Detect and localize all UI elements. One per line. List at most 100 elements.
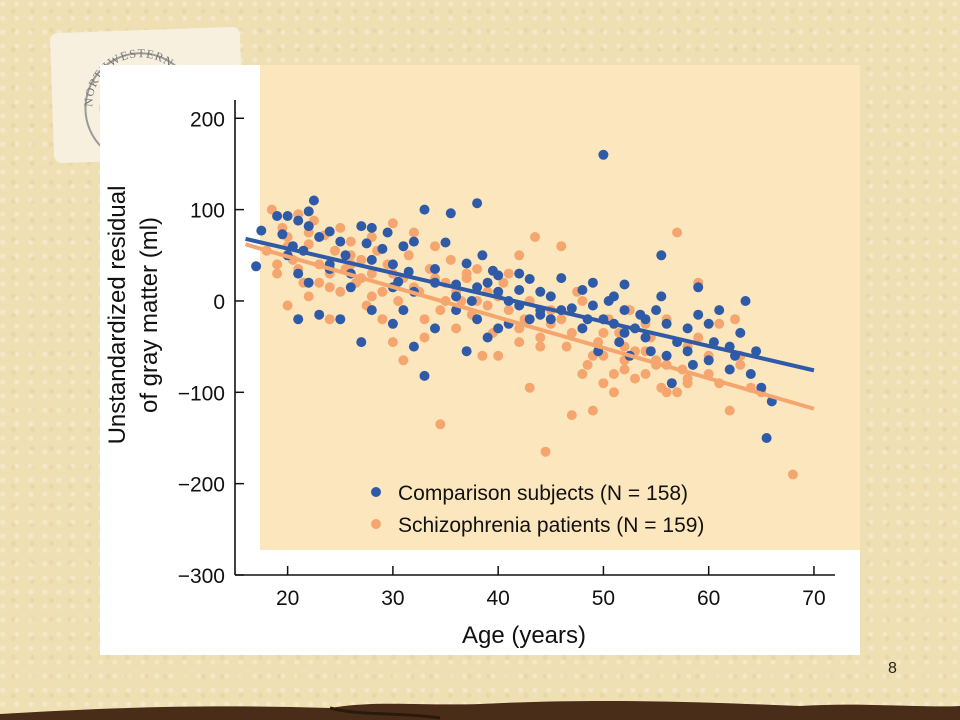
comparison-point [577, 285, 588, 295]
legend-marker-comparison [371, 487, 381, 497]
comparison-point [545, 291, 556, 302]
comparison-point [687, 359, 698, 370]
schizophrenia-point [387, 218, 398, 229]
comparison-point [303, 221, 314, 232]
y-axis-title-line-2: of gray matter (ml) [136, 217, 163, 413]
comparison-point [366, 305, 377, 316]
x-tick-label: 40 [486, 587, 509, 610]
comparison-point [556, 273, 567, 284]
comparison-point [619, 279, 630, 290]
comparison-point [303, 277, 314, 288]
comparison-point [493, 270, 504, 281]
schizophrenia-point [598, 378, 609, 389]
schizophrenia-point [366, 291, 377, 302]
schizophrenia-point [324, 314, 335, 325]
comparison-point [324, 226, 335, 237]
comparison-point [535, 286, 546, 297]
x-tick-label: 20 [276, 587, 299, 610]
comparison-point [640, 332, 651, 343]
schizophrenia-point [556, 241, 567, 252]
comparison-point [314, 232, 325, 242]
schizophrenia-point [430, 241, 440, 252]
comparison-point [682, 346, 693, 357]
comparison-point [619, 327, 630, 338]
comparison-point [587, 300, 598, 311]
schizophrenia-fit-line [244, 242, 815, 411]
comparison-point [335, 314, 346, 325]
schizophrenia-point [503, 305, 514, 316]
comparison-point [293, 268, 304, 279]
schizophrenia-point [640, 369, 651, 379]
schizophrenia-point [461, 268, 472, 279]
comparison-point [408, 341, 419, 352]
legend-marker-schizophrenia [371, 519, 381, 529]
comparison-point [514, 268, 525, 279]
schizophrenia-point [419, 332, 430, 343]
schizophrenia-point [482, 300, 493, 311]
schizophrenia-point [598, 327, 609, 338]
y-tick-label: 100 [190, 200, 225, 223]
comparison-point [756, 382, 767, 393]
comparison-point [340, 250, 351, 261]
schizophrenia-point [493, 350, 504, 361]
schizophrenia-point [514, 337, 525, 348]
schizophrenia-point [672, 227, 683, 238]
x-tick-label: 30 [381, 587, 404, 610]
comparison-point [640, 314, 651, 325]
comparison-point [472, 314, 483, 325]
schizophrenia-point [503, 268, 514, 279]
schizophrenia-point [535, 341, 546, 352]
comparison-point [587, 277, 598, 288]
schizophrenia-point [661, 387, 672, 398]
comparison-point [272, 211, 283, 221]
chart-figure: 20 30 40 50 60 70 200 100 0 −100 −200 −300 Unstanda… [100, 65, 860, 655]
comparison-point [398, 241, 409, 252]
comparison-point [666, 378, 677, 389]
comparison-point [693, 282, 704, 293]
comparison-point [472, 198, 483, 209]
comparison-point [493, 286, 504, 297]
comparison-point [408, 236, 419, 247]
schizophrenia-point [672, 387, 683, 398]
comparison-point [303, 206, 314, 217]
y-tick-label: −300 [178, 565, 225, 588]
comparison-point [314, 309, 325, 320]
comparison-point [387, 259, 398, 270]
comparison-point [514, 285, 525, 295]
comparison-point [693, 309, 704, 320]
schizophrenia-point [530, 232, 540, 242]
comparison-point [703, 318, 714, 329]
comparison-point [740, 296, 751, 306]
schizophrenia-point [566, 327, 577, 338]
comparison-point [598, 149, 609, 160]
comparison-point [445, 208, 456, 219]
comparison-point [398, 305, 409, 316]
comparison-point [430, 323, 440, 334]
schizophrenia-point [724, 405, 735, 416]
x-tick-label: 60 [697, 587, 720, 610]
comparison-point [661, 350, 672, 361]
schizophrenia-point [335, 286, 346, 297]
schizophrenia-point [408, 227, 419, 238]
comparison-point [366, 254, 377, 265]
comparison-point [524, 274, 535, 284]
schizophrenia-point [682, 373, 693, 384]
comparison-point [277, 229, 288, 240]
comparison-point [761, 433, 772, 443]
schizophrenia-point [524, 382, 535, 393]
schizophrenia-point [272, 268, 283, 279]
comparison-point [251, 261, 262, 272]
schizophrenia-point [335, 222, 346, 233]
schizophrenia-point [356, 254, 367, 265]
scatter-chart: 20 30 40 50 60 70 200 100 0 −100 −200 −300 Unstanda… [104, 65, 860, 649]
comparison-point [430, 264, 440, 274]
schizophrenia-point [566, 410, 577, 421]
comparison-point [356, 221, 367, 232]
comparison-point [461, 258, 472, 269]
schizophrenia-point [272, 259, 283, 270]
schizophrenia-point [393, 296, 404, 306]
comparison-point [382, 227, 393, 238]
schizophrenia-point [630, 373, 640, 384]
comparison-point [451, 291, 462, 302]
comparison-point [735, 327, 746, 338]
